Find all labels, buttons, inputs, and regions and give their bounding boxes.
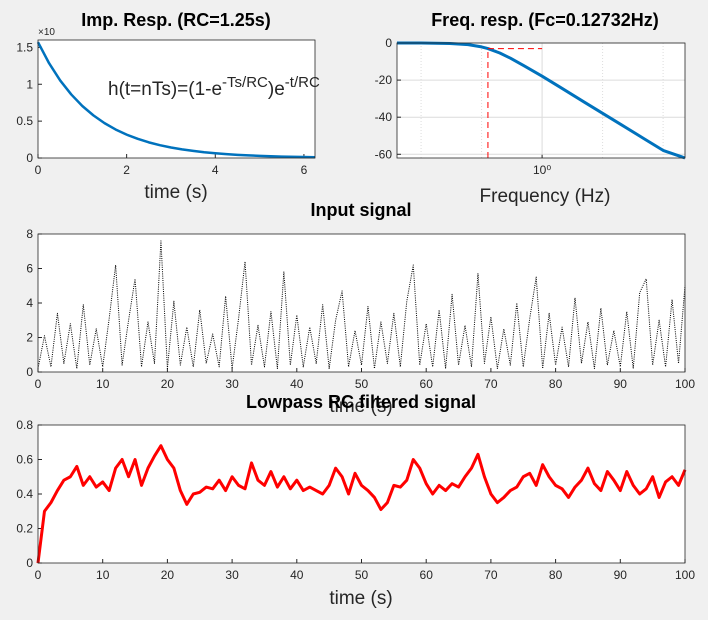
y-tick-label: 1 [26,77,33,91]
data-line [396,41,686,160]
axes-background [38,425,685,563]
x-tick-label: 40 [290,377,304,391]
annotation-part: -Ts/RC [222,74,268,91]
axes-box [37,233,686,373]
x-tick-label: 50 [355,568,369,582]
x-tick-label: 100 [675,568,695,582]
x-tick-label: 50 [355,377,369,391]
y-tick-label: 8 [26,227,33,241]
x-tick-label: 30 [225,568,239,582]
y-tick-label: 2 [26,331,33,345]
x-tick-label: 30 [225,377,239,391]
y-tick-label: 0.8 [16,418,33,432]
data-line [36,444,687,564]
y-tick-label: 0 [26,151,33,165]
axes-background [38,40,315,158]
y-tick-label: 0.2 [16,522,33,536]
chart-title: Freq. resp. (Fc=0.12732Hz) [431,10,659,30]
x-tick-label: 80 [549,377,563,391]
x-tick-label: 80 [549,568,563,582]
x-tick-label: 20 [161,568,175,582]
annotation-part: -t/RC [285,74,320,91]
x-tick-label: 6 [301,163,308,177]
x-tick-label: 60 [420,377,434,391]
y-tick-label: 1.5 [16,40,33,54]
chart-title: Input signal [311,200,412,220]
x-tick-label: 2 [123,163,130,177]
y-tick-label: 0 [26,556,33,570]
x-tick-label: 90 [614,377,628,391]
x-tick-label: 0 [35,568,42,582]
chart-title: Lowpass RC filtered signal [246,392,476,412]
x-tick-label: 60 [420,568,434,582]
axes-box [396,42,686,159]
y-tick-label: 0.5 [16,114,33,128]
y-tick-label: -20 [375,73,393,87]
x-tick-label: 0 [35,377,42,391]
x-tick-label: 10 [96,377,110,391]
x-tick-label: 70 [484,568,498,582]
y-tick-label: 6 [26,262,33,276]
annotation-part: h(t=nTs)=(1-e [108,79,222,100]
x-tick-label: 4 [212,163,219,177]
x-tick-label: 90 [614,568,628,582]
axes-box [37,39,316,159]
x-tick-label: 0 [35,163,42,177]
x-tick-label: 100 [675,377,695,391]
y-tick-label: 4 [26,296,33,310]
x-tick-label: 70 [484,377,498,391]
x-tick-label: 10 [96,568,110,582]
axes-background [397,43,685,158]
y-tick-label: 0 [385,36,392,50]
x-axis-label: time (s) [329,588,392,609]
y-tick-label: 0.4 [16,487,33,501]
y-tick-label: 0 [26,365,33,379]
chart-title: Imp. Resp. (RC=1.25s) [81,10,271,30]
annotation: h(t=nTs)=(1-e-Ts/RC)e-t/RC [108,74,320,100]
y-tick-label: -40 [375,110,393,124]
x-axis-label: time (s) [329,396,392,417]
y-tick-label: -60 [375,147,393,161]
x-axis-label: time (s) [144,182,207,203]
x-tick-label: 20 [161,377,175,391]
exponent-label: ×10 [38,27,55,38]
x-tick-label: 40 [290,568,304,582]
y-tick-label: 0.6 [16,453,33,467]
annotation-part: )e [268,79,285,100]
x-tick-label: 10⁰ [533,163,551,177]
data-line [36,41,316,159]
x-axis-label: Frequency (Hz) [480,186,611,207]
axes-background [38,234,685,372]
axes-box [37,424,686,564]
